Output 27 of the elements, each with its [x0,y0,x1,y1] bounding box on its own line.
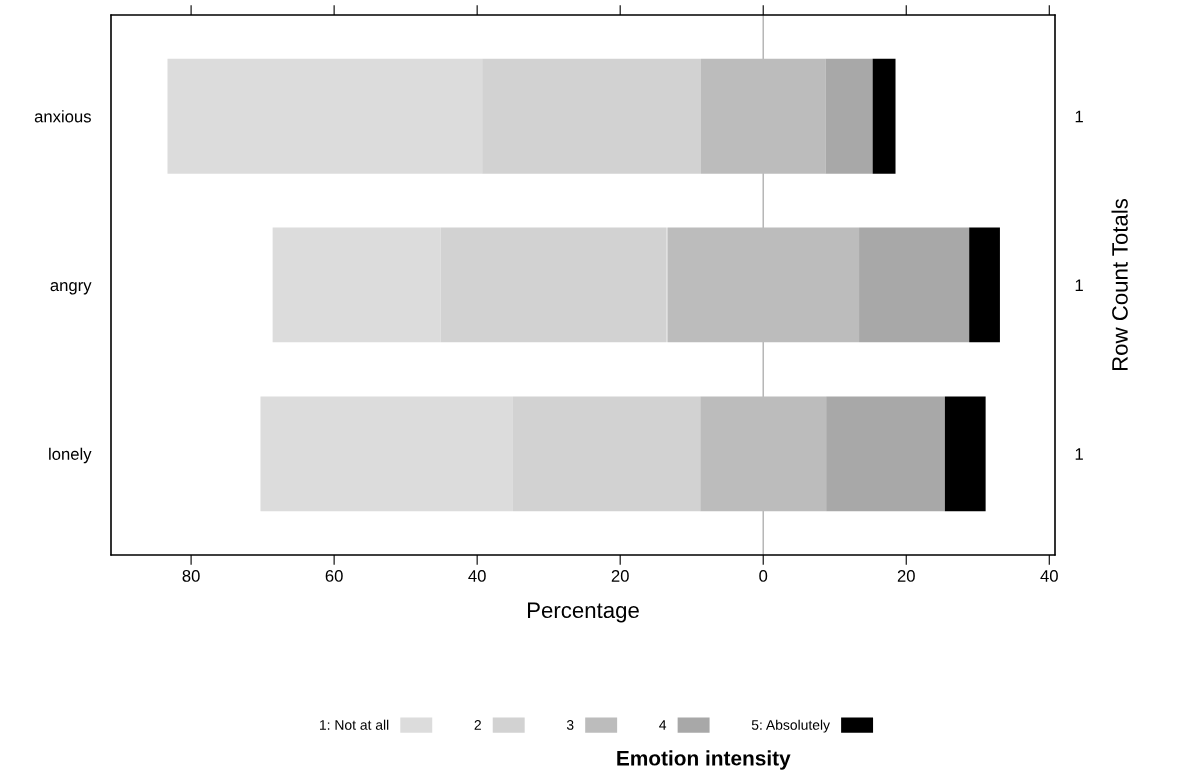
legend-label: 3 [566,720,574,730]
x-tick-label: 40 [468,570,486,582]
x-tick-label: 0 [759,570,768,582]
bar [825,58,873,174]
x-tick-label: 20 [897,570,915,582]
y-tick-label: lonely [49,447,92,464]
x-tick-label: 20 [611,570,629,582]
bar [859,227,970,343]
legend-label: 4 [659,720,667,730]
x-tick-label: 80 [182,570,200,582]
x-tick-label: 40 [1040,570,1058,582]
legend-label: 2 [474,720,481,730]
legend-title: Emotion intensity [617,750,791,770]
bar [826,396,945,512]
y-tick-label: anxious [34,110,91,123]
bar [969,227,1000,343]
x-tick-label: 60 [325,570,343,582]
bar [944,396,986,512]
legend-label: 1: Not at all [320,719,389,730]
y2-axis-title: Row Count Totals [1111,198,1128,371]
y-tick-label: angry [50,282,92,295]
x-axis-title: Percentage [528,602,639,623]
y2-tick-label: 1 [1075,448,1083,460]
bar [872,58,896,174]
legend-label: 5: Absolutely [751,719,830,733]
y2-tick-label: 1 [1075,279,1083,292]
y2-tick-label: 1 [1075,110,1083,123]
